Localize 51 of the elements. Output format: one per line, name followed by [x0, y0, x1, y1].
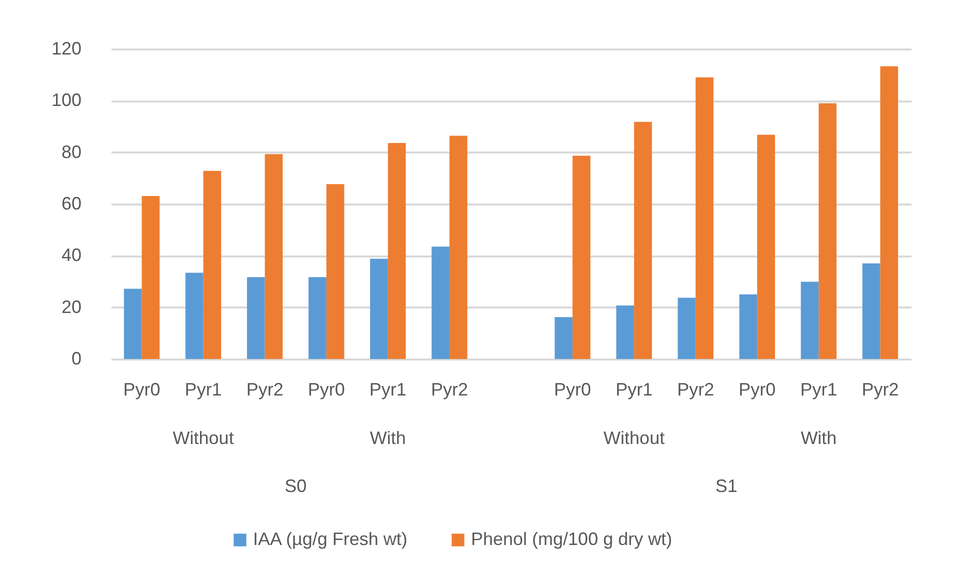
x-tick-label: Pyr2 — [246, 380, 284, 400]
text: S0 — [284, 476, 307, 496]
y-tick-label: 40 — [61, 245, 82, 266]
legend-label: IAA (µg/g Fresh wt) — [253, 529, 408, 549]
bar — [185, 272, 204, 359]
x-tick-label: Pyr1 — [616, 380, 653, 400]
bar — [757, 134, 775, 359]
x-tick-label: Pyr0 — [738, 380, 776, 400]
y-tick-label: 80 — [61, 142, 82, 162]
text: With — [800, 428, 837, 448]
x-tick-label: Pyr0 — [123, 380, 160, 400]
bar — [264, 154, 283, 359]
bar — [880, 66, 898, 359]
bar — [247, 277, 265, 359]
y-tick-label: 60 — [61, 194, 82, 214]
bar — [739, 294, 758, 359]
y-tick-label: 20 — [61, 296, 82, 317]
bar — [554, 317, 573, 359]
bar — [449, 136, 468, 359]
bar — [203, 170, 222, 359]
y-tick-label: 100 — [51, 90, 82, 110]
bar — [124, 288, 142, 359]
text: Without — [604, 428, 665, 448]
x-tick-label: Pyr1 — [800, 380, 838, 400]
bar — [800, 282, 819, 359]
x-tick-label: Pyr2 — [430, 380, 468, 400]
x-tick-label: Pyr2 — [677, 380, 714, 400]
bar — [634, 122, 652, 359]
bar — [432, 246, 450, 359]
bar — [862, 263, 880, 359]
text: Without — [172, 428, 234, 448]
y-tick-label: 0 — [71, 348, 82, 368]
text: S1 — [715, 476, 738, 496]
bar — [572, 156, 590, 359]
bar — [616, 306, 634, 359]
x-tick-label: Pyr0 — [554, 380, 592, 400]
legend-label: Phenol (mg/100 g dry wt) — [471, 529, 672, 549]
bar — [388, 143, 406, 359]
x-tick-label: Pyr0 — [308, 380, 345, 400]
x-tick-label: Pyr1 — [184, 380, 222, 400]
bar — [326, 184, 344, 359]
y-tick-label: 120 — [51, 38, 82, 58]
bar — [370, 258, 388, 359]
x-tick-label: Pyr1 — [369, 380, 406, 400]
bar — [142, 196, 160, 359]
bar — [678, 298, 696, 359]
x-tick-label: Pyr2 — [862, 380, 899, 400]
bar — [696, 77, 714, 359]
bar — [308, 277, 326, 359]
bar — [818, 103, 837, 359]
text: With — [370, 428, 406, 448]
